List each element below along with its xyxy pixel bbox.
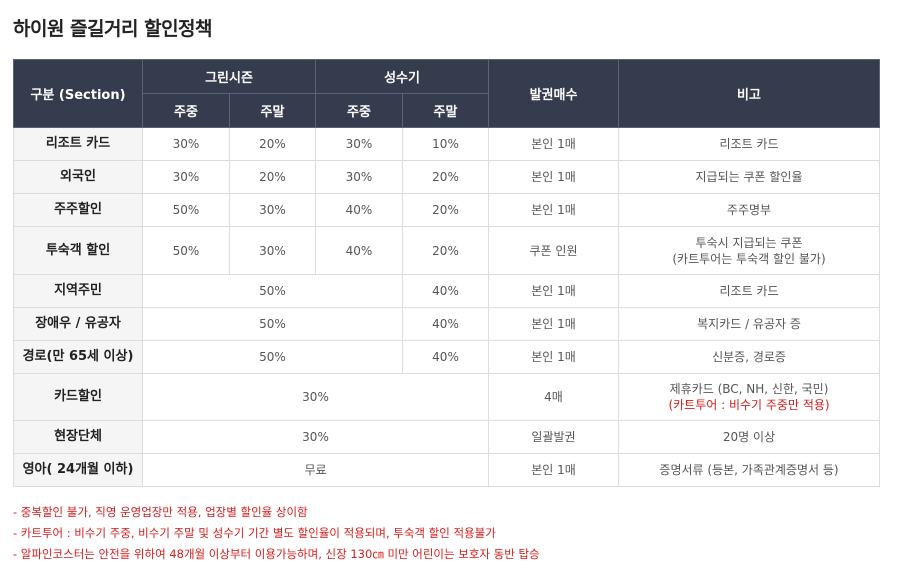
row-label: 주주할인 bbox=[13, 193, 143, 227]
table-row: 현장단체 30% 일괄발권 20명 이상 bbox=[13, 420, 881, 454]
row-label: 투숙객 할인 bbox=[13, 226, 143, 275]
cell-remark: 투숙시 지급되는 쿠폰 (카트투어는 투숙객 할인 불가) bbox=[618, 226, 881, 275]
row-label: 장애우 / 유공자 bbox=[13, 307, 143, 341]
table-row: 장애우 / 유공자 50% 40% 본인 1매 복지카드 / 유공자 증 bbox=[13, 307, 881, 341]
cell-peak-weekend: 40% bbox=[401, 274, 490, 308]
cell-peak-weekend: 40% bbox=[401, 340, 490, 374]
cell-peak-weekday: 40% bbox=[315, 193, 403, 227]
cell-peak-weekend: 20% bbox=[401, 160, 490, 194]
table-row: 주주할인 50% 30% 40% 20% 본인 1매 주주명부 bbox=[13, 193, 881, 227]
header-peak-season: 성수기 bbox=[314, 59, 490, 94]
cell-remark: 지급되는 쿠폰 할인율 bbox=[618, 160, 881, 194]
cell-all-seasons-merged: 30% bbox=[141, 420, 490, 454]
row-label: 리조트 카드 bbox=[13, 127, 143, 161]
cell-remark: 주주명부 bbox=[618, 193, 881, 227]
cell-remark: 리조트 카드 bbox=[618, 127, 881, 161]
cell-tickets: 4매 bbox=[488, 373, 620, 421]
cell-tickets: 본인 1매 bbox=[488, 307, 620, 341]
cell-peak-weekend: 20% bbox=[401, 193, 490, 227]
table-row: 리조트 카드 30% 20% 30% 10% 본인 1매 리조트 카드 bbox=[13, 127, 881, 161]
row-label: 경로(만 65세 이상) bbox=[13, 340, 143, 374]
cell-remark: 리조트 카드 bbox=[618, 274, 881, 308]
cell-green-weekday: 50% bbox=[142, 226, 230, 275]
cell-green-weekend: 20% bbox=[229, 160, 316, 194]
cell-green-season-merged: 50% bbox=[142, 340, 403, 374]
cell-green-weekday: 50% bbox=[142, 193, 230, 227]
row-label: 카드할인 bbox=[13, 373, 143, 421]
table-row: 영아( 24개월 이하) 무료 본인 1매 증명서류 (등본, 가족관계증명서 … bbox=[13, 453, 881, 487]
cell-green-weekday: 30% bbox=[142, 160, 230, 194]
cell-all-seasons-merged: 무료 bbox=[141, 453, 490, 487]
row-label: 지역주민 bbox=[13, 274, 143, 308]
row-label: 현장단체 bbox=[13, 420, 143, 454]
footnotes: - 중복할인 불가, 직영 운영업장만 적용, 업장별 할인율 상이함 - 카트… bbox=[13, 502, 540, 565]
footnote: - 중복할인 불가, 직영 운영업장만 적용, 업장별 할인율 상이함 bbox=[13, 505, 308, 519]
cell-green-weekday: 30% bbox=[142, 127, 230, 161]
header-peak-weekday: 주중 bbox=[315, 93, 403, 128]
header-remarks: 비고 bbox=[618, 59, 881, 128]
cell-tickets: 쿠폰 인원 bbox=[488, 226, 620, 275]
row-label: 영아( 24개월 이하) bbox=[13, 453, 143, 487]
header-green-weekend: 주말 bbox=[229, 93, 316, 128]
row-label: 외국인 bbox=[13, 160, 143, 194]
header-section: 구분 (Section) bbox=[13, 59, 143, 128]
cell-tickets: 본인 1매 bbox=[488, 193, 620, 227]
cell-all-seasons-merged: 30% bbox=[141, 373, 490, 421]
table-row: 지역주민 50% 40% 본인 1매 리조트 카드 bbox=[13, 274, 881, 308]
cell-tickets: 본인 1매 bbox=[488, 453, 620, 487]
header-tickets: 발권매수 bbox=[488, 59, 620, 128]
cell-green-weekend: 30% bbox=[229, 226, 316, 275]
cell-remark: 증명서류 (등본, 가족관계증명서 등) bbox=[618, 453, 881, 487]
cell-remark: 신분증, 경로증 bbox=[618, 340, 881, 374]
cell-peak-weekend: 10% bbox=[401, 127, 490, 161]
cell-peak-weekend: 40% bbox=[401, 307, 490, 341]
table-row: 카드할인 30% 4매 제휴카드 (BC, NH, 신한, 국민) (카트투어 … bbox=[13, 373, 881, 421]
remark-line-2: (카트투어 : 비수기 주중만 적용) bbox=[668, 398, 830, 412]
remark-line-2: (카트투어는 투숙객 할인 불가) bbox=[672, 251, 826, 266]
header-green-season: 그린시즌 bbox=[142, 59, 316, 94]
cell-green-season-merged: 50% bbox=[142, 307, 403, 341]
table-row: 경로(만 65세 이상) 50% 40% 본인 1매 신분증, 경로증 bbox=[13, 340, 881, 374]
cell-tickets: 본인 1매 bbox=[488, 160, 620, 194]
page-title: 하이원 즐길거리 할인정책 bbox=[13, 18, 213, 40]
cell-tickets: 본인 1매 bbox=[488, 340, 620, 374]
discount-policy-table: 구분 (Section) 그린시즌 성수기 발권매수 비고 주중 주말 주중 주… bbox=[13, 59, 881, 487]
footnote: - 알파인코스터는 안전을 위하여 48개월 이상부터 이용가능하며, 신장 1… bbox=[13, 547, 540, 561]
remark-line-1: 투숙시 지급되는 쿠폰 bbox=[695, 235, 803, 250]
cell-tickets: 일괄발권 bbox=[488, 420, 620, 454]
footnote: - 카트투어 : 비수기 주중, 비수기 주말 및 성수기 기간 별도 할인율이… bbox=[13, 526, 496, 540]
cell-peak-weekday: 30% bbox=[315, 160, 403, 194]
remark-line-1: 제휴카드 (BC, NH, 신한, 국민) bbox=[669, 382, 829, 396]
cell-remark: 제휴카드 (BC, NH, 신한, 국민) (카트투어 : 비수기 주중만 적용… bbox=[618, 373, 881, 421]
cell-tickets: 본인 1매 bbox=[488, 274, 620, 308]
cell-green-season-merged: 50% bbox=[142, 274, 403, 308]
cell-peak-weekday: 40% bbox=[315, 226, 403, 275]
cell-remark: 20명 이상 bbox=[618, 420, 881, 454]
table-row: 투숙객 할인 50% 30% 40% 20% 쿠폰 인원 투숙시 지급되는 쿠폰… bbox=[13, 226, 881, 275]
cell-remark: 복지카드 / 유공자 증 bbox=[618, 307, 881, 341]
cell-tickets: 본인 1매 bbox=[488, 127, 620, 161]
cell-peak-weekend: 20% bbox=[401, 226, 490, 275]
table-row: 외국인 30% 20% 30% 20% 본인 1매 지급되는 쿠폰 할인율 bbox=[13, 160, 881, 194]
cell-green-weekend: 30% bbox=[229, 193, 316, 227]
header-green-weekday: 주중 bbox=[142, 93, 230, 128]
cell-green-weekend: 20% bbox=[229, 127, 316, 161]
header-peak-weekend: 주말 bbox=[401, 93, 490, 128]
cell-peak-weekday: 30% bbox=[315, 127, 403, 161]
